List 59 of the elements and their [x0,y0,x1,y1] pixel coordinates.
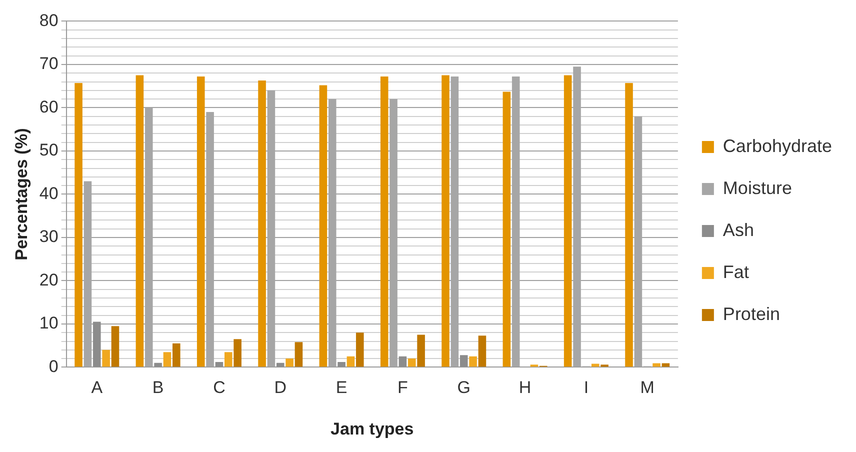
x-tick-label: M [640,378,654,398]
bar [172,343,180,367]
bar [652,363,660,367]
bar [319,85,328,367]
y-tick-label: 0 [48,356,58,376]
x-tick-label: G [457,378,470,398]
bar [625,83,633,367]
x-tick-label: E [336,378,348,398]
bar [460,355,468,367]
bar [346,356,355,367]
y-tick-label: 60 [39,97,58,116]
x-tick-label: H [518,378,532,398]
bar [564,75,572,367]
bar [234,339,242,367]
bar [276,362,284,367]
bar [258,80,266,367]
x-tick-label: A [91,378,104,398]
bar [408,358,416,367]
bar [196,76,205,367]
y-axis-title: Percentages (%) [12,128,31,260]
bar [469,356,477,367]
bar [591,364,600,367]
bar [398,356,407,367]
x-tick-label: C [213,378,226,398]
bar [136,75,144,367]
bar [294,342,303,367]
y-tick-label: 40 [39,184,58,203]
x-tick-label: I [584,378,589,398]
bar [478,336,486,367]
x-axis-title: Jam types [330,419,414,438]
y-tick-label: 10 [39,314,58,333]
bar [442,75,450,367]
bar [215,362,224,367]
y-tick-label: 50 [39,140,58,160]
bar [224,352,232,367]
y-tick-label: 30 [39,227,58,246]
bar [502,92,511,367]
x-tick-label: F [398,378,408,398]
y-tick-label: 80 [39,10,58,30]
bar [338,362,346,367]
y-tick-label: 70 [39,54,58,74]
bar [74,83,82,367]
bar [102,350,110,367]
bar [92,322,101,367]
x-tick-label: D [274,378,287,398]
x-tick-label: B [152,378,164,398]
y-tick-label: 20 [39,270,58,290]
bar [356,332,364,367]
bar [163,352,172,367]
legend-label: Ash [722,220,754,240]
legend-label: Moisture [722,178,792,198]
bar [111,326,120,367]
legend-label: Carbohydrate [722,136,832,156]
bar [380,76,388,367]
bar [286,358,294,367]
bar [417,334,425,367]
legend-label: Protein [722,304,780,324]
bar [154,362,162,367]
legend-label: Fat [722,262,749,282]
